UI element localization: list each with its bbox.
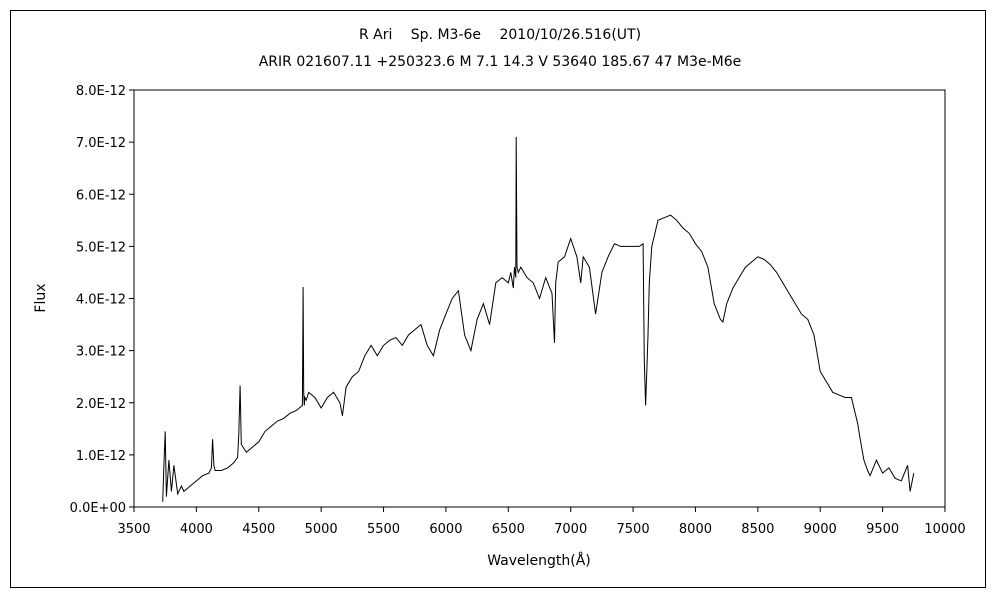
y-tick-label: 2.0E-12: [76, 397, 126, 412]
x-tick-label: 6500: [492, 522, 525, 537]
chart-title: R Ari Sp. M3-6e 2010/10/26.516(UT): [358, 27, 642, 43]
x-tick-label: 10000: [924, 522, 965, 537]
y-tick-label: 3.0E-12: [76, 345, 126, 360]
series-line-spectrum: [162, 136, 915, 502]
chart-frame: [10, 10, 986, 588]
y-tick-label: 6.0E-12: [76, 188, 126, 203]
x-tick-label: 5000: [305, 522, 338, 537]
x-tick-label: 7000: [554, 522, 587, 537]
y-tick-label: 5.0E-12: [76, 240, 126, 255]
x-tick-label: 8000: [679, 522, 712, 537]
y-tick-label: 4.0E-12: [76, 293, 126, 308]
x-tick-label: 3500: [117, 522, 150, 537]
x-axis: 3500 4000 4500 5000 5500 6000 6500 7000 7500 8000…: [117, 507, 966, 537]
x-tick-label: 4500: [242, 522, 275, 537]
y-tick-label: 7.0E-12: [76, 136, 126, 151]
chart-subtitle: ARIR 021607.11 +250323.6 M 7.1 14.3 V 53…: [258, 54, 742, 70]
x-tick-label: 5500: [367, 522, 400, 537]
y-tick-label: 0.0E+00: [70, 501, 126, 516]
x-tick-label: 7500: [617, 522, 650, 537]
x-tick-label: 9000: [804, 522, 837, 537]
y-axis: 0.0E+00 1.0E-12 2.0E-12 3.0E-12 4.0E-12 5.0E-…: [70, 84, 134, 516]
y-axis-label: Flux: [33, 283, 49, 312]
x-tick-label: 8500: [741, 522, 774, 537]
y-tick-label: 1.0E-12: [76, 449, 126, 464]
x-tick-label: 4000: [180, 522, 213, 537]
x-tick-label: 9500: [866, 522, 899, 537]
x-axis-label: Wavelength(Å): [487, 552, 591, 569]
y-tick-label: 8.0E-12: [76, 84, 126, 99]
x-tick-label: 6000: [429, 522, 462, 537]
